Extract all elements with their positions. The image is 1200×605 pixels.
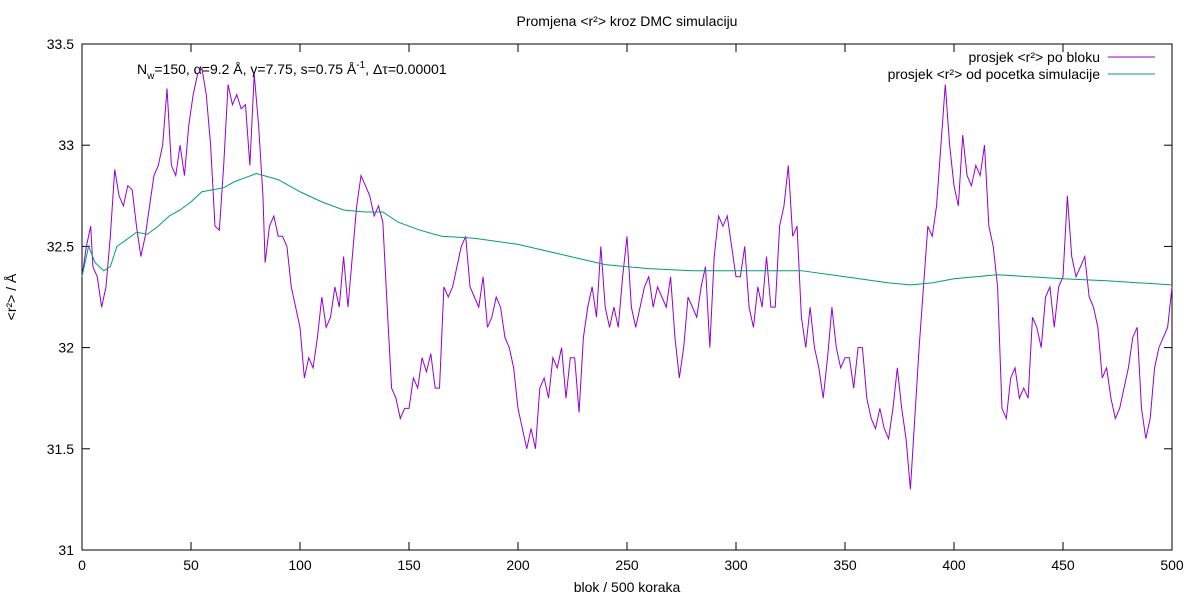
y-tick-label: 33 (58, 137, 74, 153)
x-tick-label: 500 (1160, 557, 1184, 573)
annotation-part: w (146, 71, 155, 82)
x-tick-label: 250 (615, 557, 639, 573)
x-tick-label: 300 (724, 557, 748, 573)
x-axis-label: blok / 500 koraka (574, 579, 681, 595)
y-tick-label: 31 (58, 542, 74, 558)
data-line (81, 67, 1173, 490)
annotation-part: -1 (356, 60, 365, 71)
y-tick-label: 32.5 (47, 238, 74, 254)
legend-label: prosjek <r²> po bloku (968, 49, 1100, 65)
annotation-part: , Δτ=0.00001 (365, 61, 447, 77)
x-tick-label: 50 (183, 557, 199, 573)
x-tick-label: 150 (397, 557, 421, 573)
x-tick-label: 200 (506, 557, 530, 573)
y-tick-label: 33.5 (47, 36, 74, 52)
y-axis-label: <r²> / Å (3, 273, 19, 320)
legend-label: prosjek <r²> od pocetka simulacije (888, 66, 1101, 82)
y-tick-label: 32 (58, 340, 74, 356)
x-tick-label: 350 (833, 557, 857, 573)
x-tick-label: 400 (942, 557, 966, 573)
annotation-part: =150, α=9.2 Å, γ=7.75, s=0.75 Å (154, 61, 357, 77)
annotation: Nw=150, α=9.2 Å, γ=7.75, s=0.75 Å-1, Δτ=… (137, 60, 447, 82)
annotation-part: N (137, 61, 147, 77)
x-tick-label: 450 (1051, 557, 1075, 573)
y-tick-label: 31.5 (47, 441, 74, 457)
data-line (81, 173, 1173, 286)
chart-title: Promjena <r²> kroz DMC simulaciju (517, 13, 738, 29)
x-tick-label: 100 (288, 557, 312, 573)
x-tick-label: 0 (78, 557, 86, 573)
plot-frame (81, 43, 1173, 551)
